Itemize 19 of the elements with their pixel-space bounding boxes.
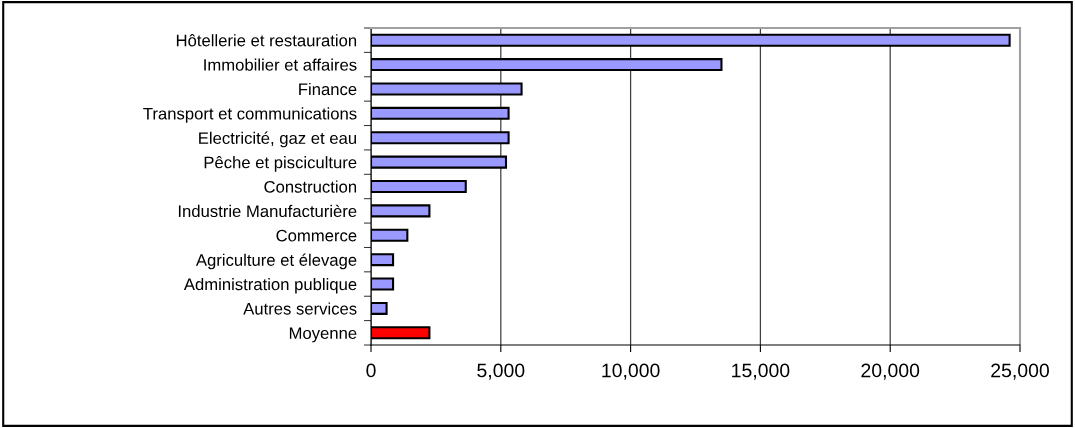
y-tick-label: Industrie Manufacturière xyxy=(178,204,357,218)
y-tick-label: Moyenne xyxy=(289,327,357,343)
y-tick-label: Hôtellerie et restauration xyxy=(176,34,357,47)
x-tick-label: 5,000 xyxy=(477,363,525,380)
y-tick-label: Commerce xyxy=(276,229,357,242)
y-tick-label: Finance xyxy=(299,82,357,96)
y-tick-label: Immobilier et affaires xyxy=(204,58,357,71)
y-tick-label: Construction xyxy=(264,180,357,193)
x-tick-label: 20,000 xyxy=(861,363,920,380)
y-tick-label: Pêche et pisciculture xyxy=(204,156,357,172)
x-tick-label: 25,000 xyxy=(991,363,1049,380)
y-tick-label: Electricité, gaz et eau xyxy=(199,131,357,148)
x-tick-label: 10,000 xyxy=(602,363,660,380)
y-tick-label: Transport et communications xyxy=(143,107,357,123)
x-tick-label: 15,000 xyxy=(732,363,790,380)
y-tick-label: Administration publique xyxy=(183,278,357,294)
y-tick-label: Autres services xyxy=(243,302,357,315)
y-tick-label: Agriculture et élevage xyxy=(195,253,357,270)
x-tick-label: 0 xyxy=(366,363,376,378)
